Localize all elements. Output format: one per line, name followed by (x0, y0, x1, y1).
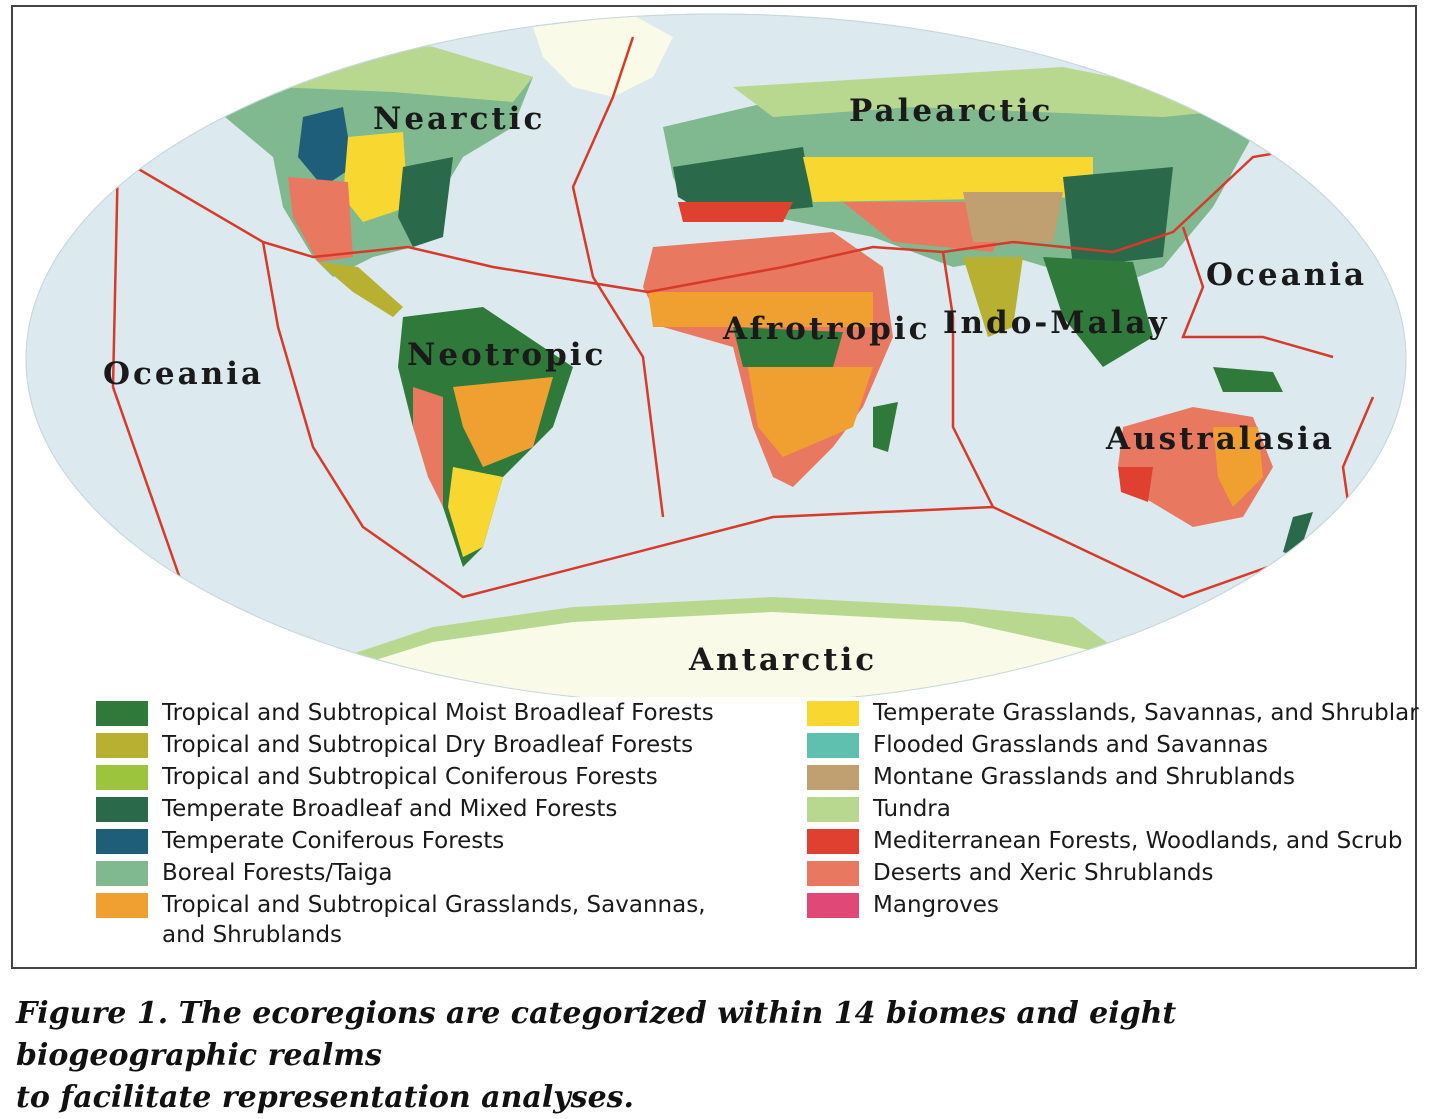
realm-label-oceania-west: Oceania (103, 356, 264, 392)
madagascar-landmass (873, 402, 898, 452)
realm-label-indo-malay: Indo-Malay (943, 305, 1170, 341)
north-america-west-conifer (298, 107, 353, 187)
greenland-landmass (533, 15, 673, 97)
legend-swatch (807, 861, 859, 886)
legend-swatch (807, 797, 859, 822)
legend-label-continued: and Shrublands (162, 922, 343, 948)
north-america-desert (288, 177, 353, 262)
europe-forest (673, 147, 813, 217)
new-zealand-landmass (1283, 512, 1313, 557)
legend-label: Deserts and Xeric Shrublands (873, 860, 1214, 886)
caption-line-1: Figure 1. The ecoregions are categorized… (16, 996, 1177, 1073)
legend-label: Temperate Coniferous Forests (162, 828, 505, 854)
legend-label: Tropical and Subtropical Moist Broadleaf… (162, 700, 714, 726)
realm-label-palearctic: Palearctic (849, 93, 1053, 129)
realm-label-oceania-east: Oceania (1206, 257, 1367, 293)
realm-label-antarctic: Antarctic (688, 642, 877, 678)
world-biome-map: Nearctic Palearctic Oceania Indo-Malay A… (25, 13, 1407, 697)
legend-label: Boreal Forests/Taiga (162, 860, 393, 886)
legend-label: Tropical and Subtropical Dry Broadleaf F… (162, 732, 694, 758)
east-asia-forest (1063, 167, 1173, 267)
biome-legend: Tropical and Subtropical Moist Broadleaf… (96, 697, 1419, 957)
legend-label: Montane Grasslands and Shrublands (873, 764, 1295, 790)
north-america-prairie (343, 132, 408, 222)
legend-swatch (96, 829, 148, 854)
north-america-east-forest (398, 157, 453, 247)
legend-swatch (96, 797, 148, 822)
india-landmass (963, 257, 1023, 337)
tibet-montane (963, 192, 1063, 242)
australia-east-savanna (1213, 427, 1263, 507)
realm-label-australasia: Australasia (1105, 421, 1335, 457)
legend-swatch (807, 765, 859, 790)
southeast-asia-landmass (1043, 257, 1153, 367)
mediterranean-scrub (678, 202, 793, 222)
south-america-pampas (448, 467, 503, 557)
realm-label-afrotropic: Afrotropic (722, 311, 931, 347)
legend-label: Mediterranean Forests, Woodlands, and Sc… (873, 828, 1403, 854)
legend-label: Flooded Grasslands and Savannas (873, 732, 1268, 758)
figure-frame: Nearctic Palearctic Oceania Indo-Malay A… (11, 5, 1417, 969)
legend-label: Mangroves (873, 892, 999, 918)
figure-caption: Figure 1. The ecoregions are categorized… (16, 993, 1416, 1119)
eurasia-tundra (733, 67, 1263, 117)
legend-swatch (807, 893, 859, 918)
realm-label-nearctic: Nearctic (373, 101, 545, 137)
legend-swatch (96, 893, 148, 918)
legend-label: Tropical and Subtropical Grasslands, Sav… (162, 892, 706, 918)
new-guinea-landmass (1213, 367, 1283, 392)
legend-swatch (807, 733, 859, 758)
legend-swatch (96, 733, 148, 758)
south-america-savanna (453, 377, 553, 467)
legend-swatch (96, 701, 148, 726)
legend-swatch (807, 829, 859, 854)
legend-swatch (96, 765, 148, 790)
legend-label: Temperate Broadleaf and Mixed Forests (162, 796, 618, 822)
eurasia-steppe (803, 157, 1093, 202)
australia-southwest-scrub (1118, 467, 1153, 502)
legend-label: Tundra (873, 796, 951, 822)
central-america-landmass (318, 262, 403, 317)
caption-line-2: to facilitate representation analyses. (16, 1080, 634, 1115)
legend-swatch (807, 701, 859, 726)
legend-swatch (96, 861, 148, 886)
africa-south-savanna (748, 367, 873, 457)
africa-sahel-savanna (648, 292, 873, 327)
antarctica-tundra-edge (343, 597, 1113, 667)
legend-label: Tropical and Subtropical Coniferous Fore… (162, 764, 658, 790)
south-america-andes (413, 387, 443, 507)
africa-rainforest (733, 327, 843, 367)
realm-label-neotropic: Neotropic (407, 337, 606, 373)
legend-label: Temperate Grasslands, Savannas, and Shru… (873, 700, 1419, 726)
